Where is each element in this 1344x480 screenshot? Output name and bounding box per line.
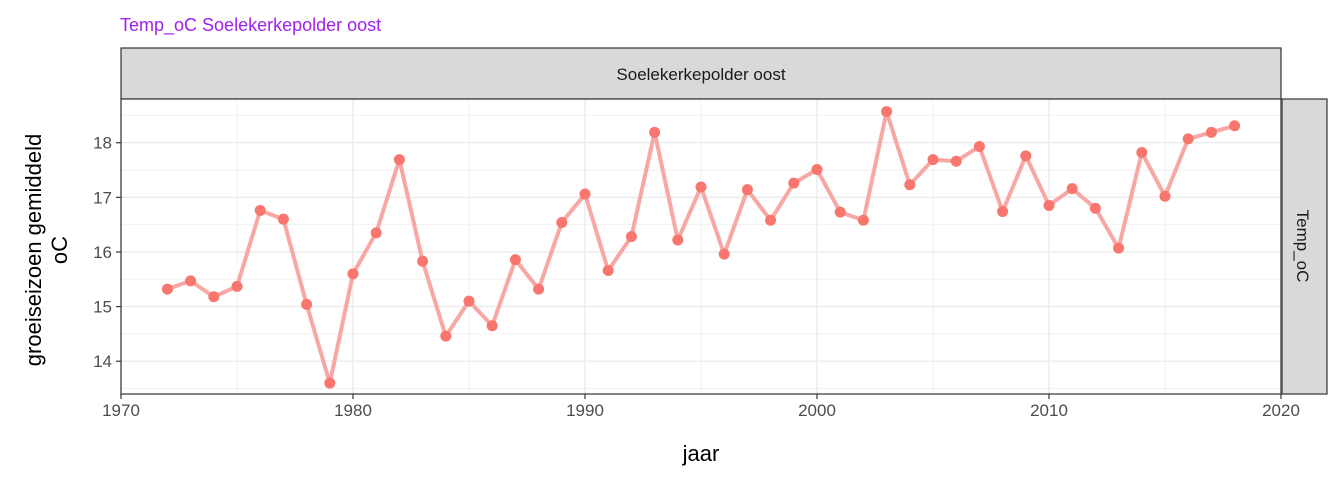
- x-tick-label: 1980: [334, 401, 372, 420]
- data-point: [997, 206, 1009, 218]
- data-point: [1182, 133, 1194, 145]
- x-tick-label: 2000: [798, 401, 836, 420]
- y-axis-title-line1: groeiseizoen gemiddeld: [21, 134, 46, 366]
- data-point: [811, 163, 823, 175]
- data-point: [950, 155, 962, 167]
- series-layer: [161, 106, 1241, 389]
- data-point: [973, 141, 985, 153]
- y-tick-label: 16: [93, 243, 112, 262]
- data-point: [625, 231, 637, 243]
- x-tick-label: 1990: [566, 401, 604, 420]
- x-tick-label: 2010: [1030, 401, 1068, 420]
- data-point: [927, 154, 939, 166]
- data-point: [602, 265, 614, 277]
- x-tick-label: 1970: [102, 401, 140, 420]
- data-point: [417, 255, 429, 267]
- data-point: [393, 154, 405, 166]
- data-point: [1205, 126, 1217, 138]
- facet-strip-right-label: Temp_oC: [1293, 210, 1312, 283]
- data-point: [1113, 242, 1125, 254]
- data-point: [579, 188, 591, 200]
- facet-strip-right: [1281, 98, 1328, 395]
- data-point: [370, 227, 382, 239]
- y-tick-label: 17: [93, 188, 112, 207]
- data-point: [231, 280, 243, 292]
- plot-panel-border: [120, 98, 1282, 395]
- y-axis-title-line2: oC: [47, 236, 72, 264]
- y-tick-label: 18: [93, 134, 112, 153]
- data-point: [463, 295, 475, 307]
- data-point: [1136, 147, 1148, 159]
- data-point: [904, 179, 916, 191]
- data-point: [509, 254, 521, 266]
- data-point: [881, 106, 893, 118]
- y-tick-label: 15: [93, 298, 112, 317]
- data-point: [440, 330, 452, 342]
- data-point: [649, 126, 661, 138]
- data-point: [718, 248, 730, 260]
- data-point: [533, 283, 545, 295]
- data-point: [672, 234, 684, 246]
- y-axis: 14 15 16 17 18: [93, 134, 121, 371]
- data-point: [788, 177, 800, 189]
- data-point: [1043, 200, 1055, 212]
- x-tick-label: 2020: [1262, 401, 1300, 420]
- data-point: [1159, 190, 1171, 202]
- data-point: [347, 268, 359, 280]
- x-axis-title: jaar: [682, 441, 720, 466]
- minor-gridlines: [121, 99, 1281, 394]
- data-point: [765, 214, 777, 226]
- data-point: [834, 206, 846, 218]
- data-point: [1066, 183, 1078, 195]
- facet-strip-top: [120, 47, 1282, 100]
- chart-title: Temp_oC Soelekerkepolder oost: [120, 15, 381, 36]
- data-point: [1020, 150, 1032, 162]
- data-point: [161, 283, 173, 295]
- data-point: [185, 275, 197, 287]
- data-point: [486, 320, 498, 332]
- data-point: [301, 298, 313, 310]
- data-point: [208, 291, 220, 303]
- data-point: [254, 204, 266, 216]
- data-point: [695, 181, 707, 193]
- data-point: [1229, 120, 1241, 132]
- data-point: [556, 216, 568, 228]
- data-point: [741, 184, 753, 196]
- data-point: [324, 377, 336, 389]
- y-tick-label: 14: [93, 352, 112, 371]
- data-point: [1089, 202, 1101, 214]
- data-point: [277, 213, 289, 225]
- x-axis: 1970 1980 1990 2000 2010 2020: [102, 394, 1300, 420]
- data-point: [857, 214, 869, 226]
- facet-strip-top-label: Soelekerkepolder oost: [616, 65, 785, 84]
